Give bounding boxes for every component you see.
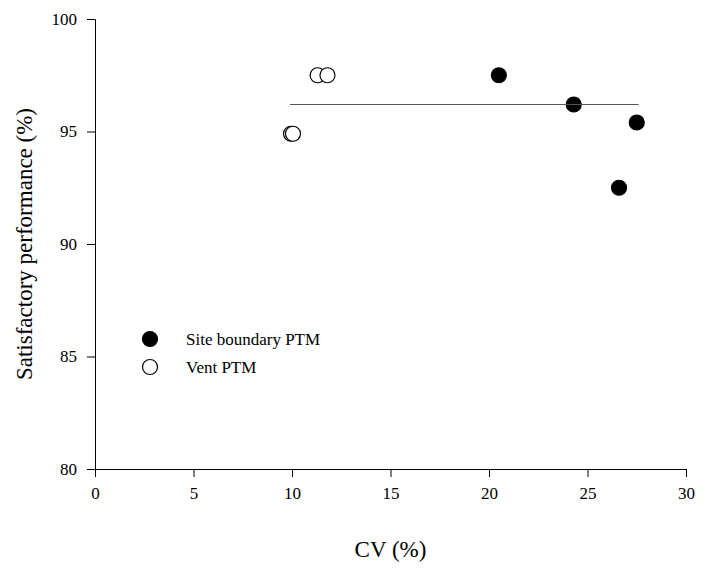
x-tick-label: 10 (284, 484, 301, 503)
y-tick-mark (87, 469, 95, 470)
x-tick: 30 (678, 469, 695, 503)
legend-label: Site boundary PTM (186, 330, 320, 349)
y-axis: 80 85 90 95 100 (52, 10, 96, 479)
x-tick: 0 (91, 469, 100, 503)
y-tick-label: 80 (60, 460, 77, 479)
x-tick-label: 30 (678, 484, 695, 503)
x-tick: 10 (284, 469, 301, 503)
point (612, 180, 627, 195)
x-tick-label: 20 (481, 484, 498, 503)
legend-label: Vent PTM (186, 358, 256, 377)
x-tick-mark (588, 469, 589, 477)
x-tick: 25 (580, 469, 597, 503)
chart: 0 5 10 15 20 25 30 80 85 90 95 100 Site boundary PTM… (0, 0, 714, 573)
x-tick-mark (95, 469, 96, 477)
y-tick-mark (87, 244, 95, 245)
y-tick-label: 85 (60, 347, 77, 366)
x-tick-mark (391, 469, 392, 477)
y-tick-mark (87, 132, 95, 133)
x-tick-mark (489, 469, 490, 477)
x-tick-label: 0 (91, 484, 100, 503)
y-axis-line (87, 20, 96, 470)
y-tick-label: 90 (60, 235, 77, 254)
x-tick-mark (292, 469, 293, 477)
x-tick-mark (686, 469, 687, 477)
legend-marker (143, 332, 158, 347)
x-axis: 0 5 10 15 20 25 30 (91, 469, 695, 503)
y-axis-title: Satisfactory performance (%) (12, 108, 37, 380)
x-axis-line (96, 470, 687, 478)
y-tick: 80 (60, 460, 95, 479)
plot: 0 5 10 15 20 25 30 80 85 90 95 100 Site boundary PTM… (52, 10, 696, 503)
y-tick-label: 95 (60, 122, 77, 141)
point (629, 115, 644, 130)
x-tick: 20 (481, 469, 498, 503)
x-tick: 15 (383, 469, 400, 503)
x-tick-label: 25 (580, 484, 597, 503)
legend-marker (143, 360, 158, 375)
line (290, 104, 639, 105)
x-axis-title: CV (%) (355, 537, 427, 562)
y-tick-mark (87, 357, 95, 358)
y-tick: 85 (60, 347, 95, 366)
point (285, 126, 300, 141)
x-tick-mark (194, 469, 195, 477)
y-tick-mark (87, 19, 95, 20)
x-tick-label: 15 (383, 484, 400, 503)
point (320, 68, 335, 83)
y-tick: 100 (52, 10, 96, 29)
x-tick: 5 (190, 469, 199, 503)
y-tick: 95 (60, 122, 95, 141)
legend: Site boundary PTM Vent PTM (143, 330, 321, 377)
y-tick-label: 100 (52, 10, 78, 29)
x-tick-label: 5 (190, 484, 199, 503)
data-area (284, 68, 645, 196)
y-tick: 90 (60, 235, 95, 254)
point (491, 68, 506, 83)
